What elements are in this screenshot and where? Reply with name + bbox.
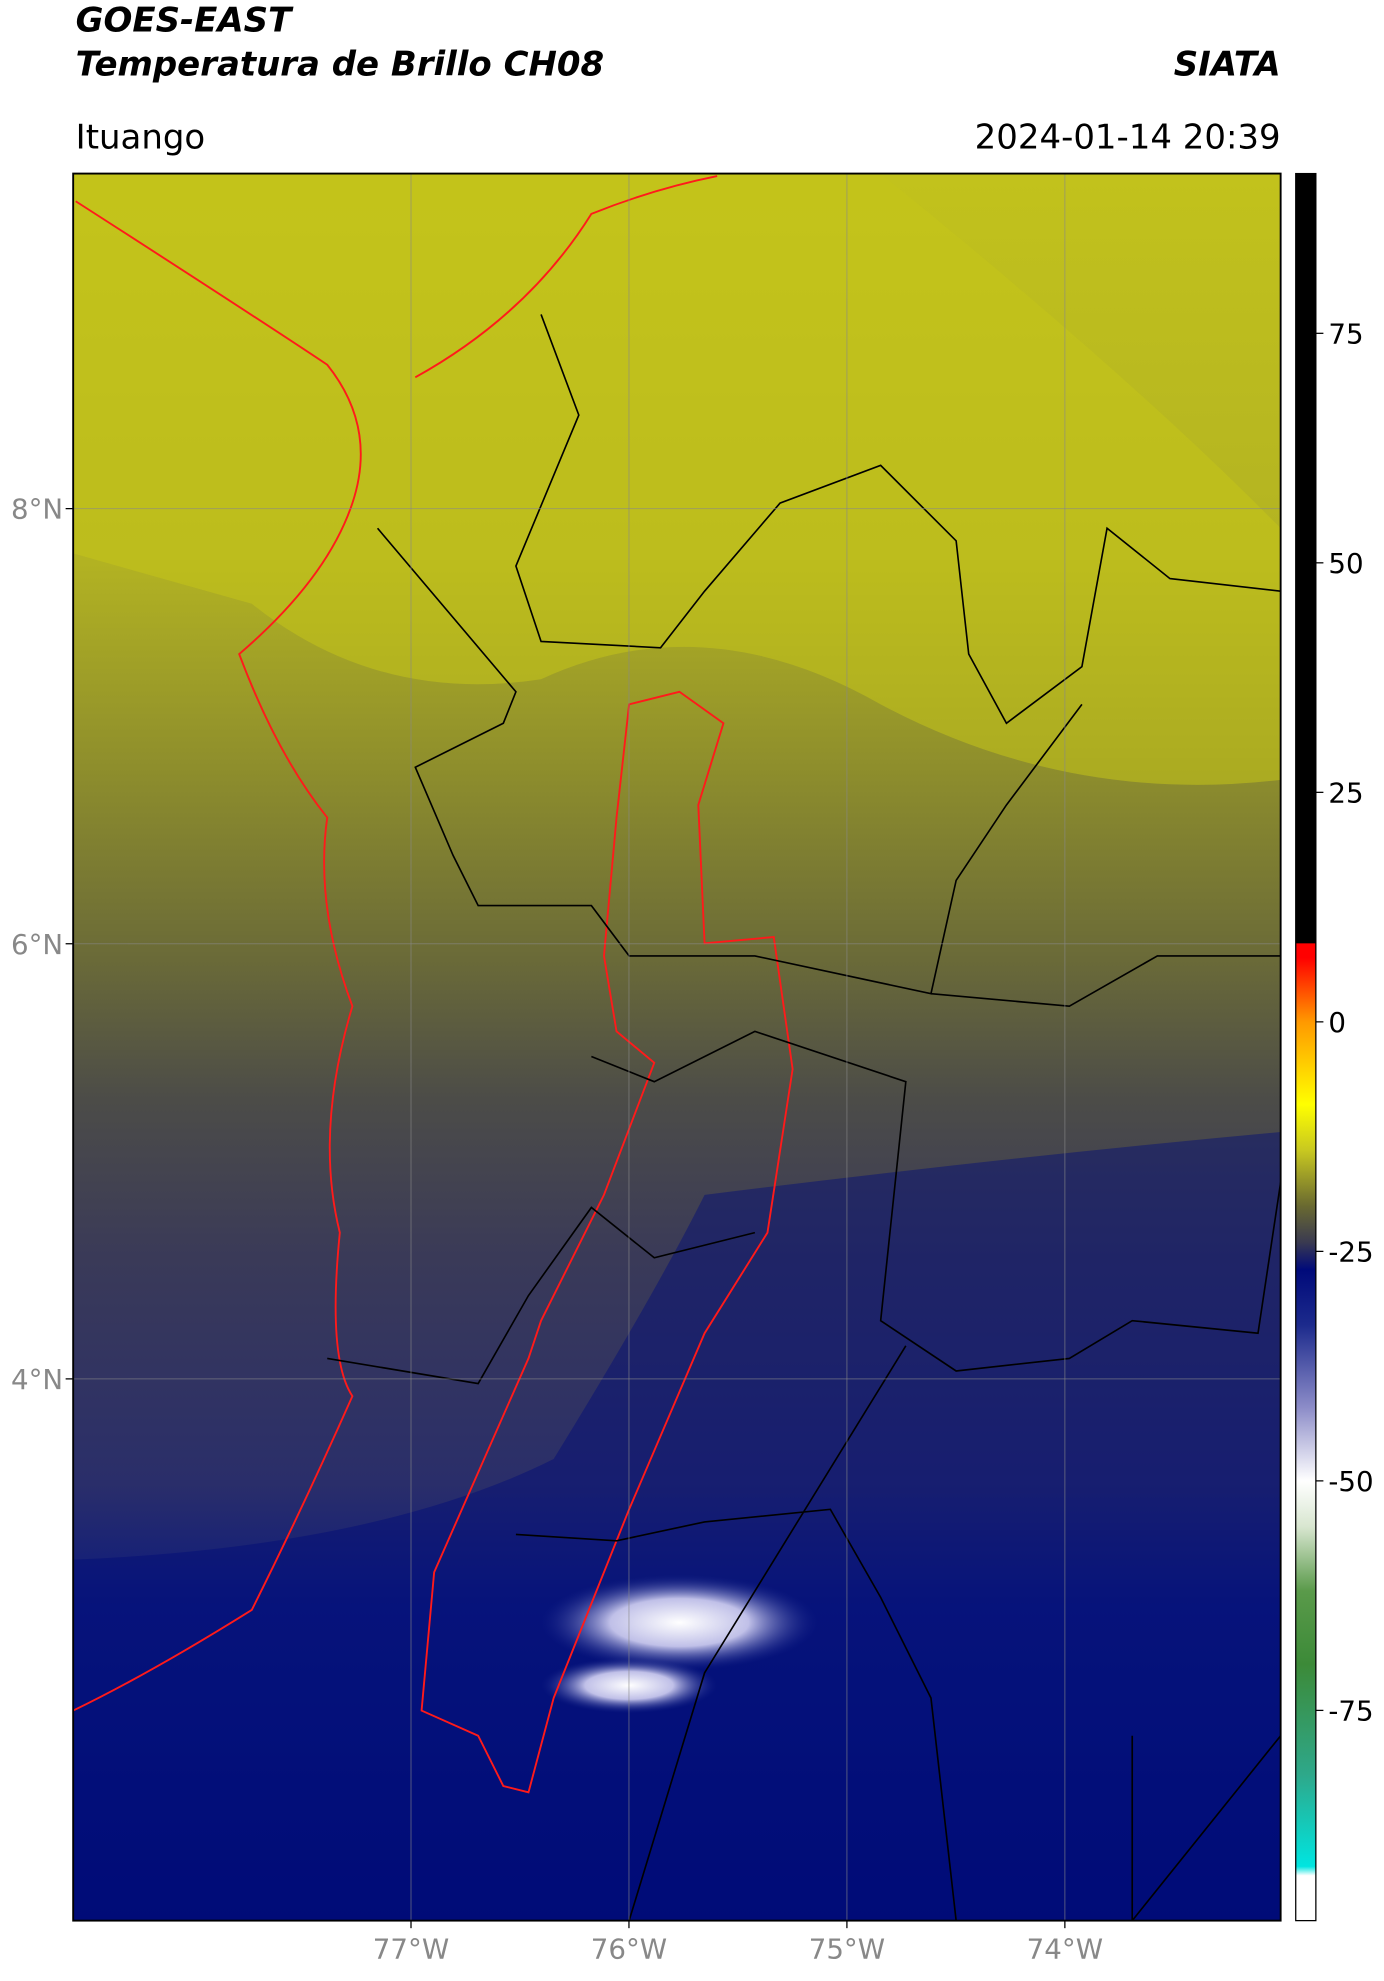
map-ticks: 77°W 76°W 75°W 74°W 4°N 6°N 8°N bbox=[11, 493, 1103, 1966]
y-tick-label: 4°N bbox=[11, 1363, 63, 1396]
product: Temperatura de Brillo CH08 bbox=[76, 44, 604, 84]
x-tick-label: 74°W bbox=[1027, 1932, 1103, 1965]
colorbar-frame bbox=[1295, 172, 1317, 1922]
boundary bbox=[515, 314, 1281, 725]
colorbar bbox=[1295, 173, 1316, 1921]
grid bbox=[73, 173, 1281, 1921]
warm-region bbox=[73, 173, 1281, 785]
region: Ituango bbox=[76, 117, 206, 157]
datetime: 2024-01-14 20:39 bbox=[975, 117, 1281, 157]
colorbar-tick-label: 25 bbox=[1328, 776, 1363, 809]
colorbar-tick-label: 75 bbox=[1328, 317, 1363, 350]
colorbar-tick-label: -25 bbox=[1328, 1235, 1373, 1268]
boundary bbox=[327, 955, 1281, 1921]
y-tick-label: 8°N bbox=[11, 493, 63, 526]
colorbar-ticks: 75 50 25 0 -25 -50 -75 bbox=[1315, 317, 1374, 1727]
cloud-top bbox=[541, 1574, 818, 1671]
y-tick-label: 6°N bbox=[11, 928, 63, 961]
coastline bbox=[73, 200, 362, 1712]
x-tick-label: 77°W bbox=[373, 1932, 449, 1965]
colorbar-tick-label: 0 bbox=[1328, 1006, 1346, 1039]
coastline bbox=[414, 175, 718, 379]
x-tick-label: 75°W bbox=[809, 1932, 885, 1965]
satellite: GOES-EAST bbox=[76, 0, 294, 40]
x-tick-label: 76°W bbox=[591, 1932, 667, 1965]
boundary bbox=[376, 527, 1083, 995]
map-layer bbox=[73, 173, 1281, 1921]
basin-outline bbox=[420, 690, 794, 1794]
colorbar-tick-label: 50 bbox=[1328, 547, 1363, 580]
cold-region bbox=[73, 1132, 1281, 1921]
colorbar-tick-label: -75 bbox=[1328, 1694, 1373, 1727]
map-frame bbox=[72, 172, 1282, 1922]
agency: SIATA bbox=[1174, 44, 1281, 84]
colorbar-tick-label: -50 bbox=[1328, 1465, 1373, 1498]
